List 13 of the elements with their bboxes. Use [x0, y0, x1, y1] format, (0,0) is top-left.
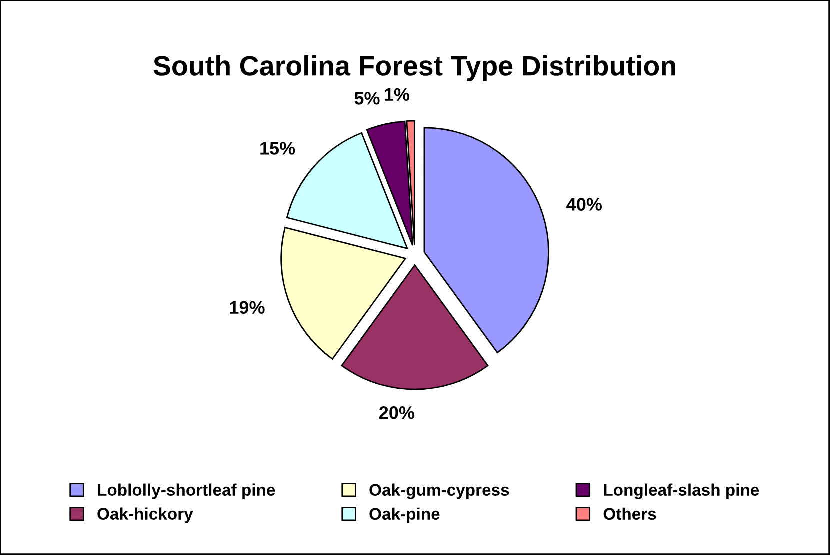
legend-label: Loblolly-shortleaf pine — [98, 484, 276, 500]
data-label: 5% — [354, 92, 380, 105]
chart-title: South Carolina Forest Type Distribution — [154, 56, 676, 82]
data-label: 20% — [379, 406, 415, 420]
data-label: 15% — [260, 142, 296, 155]
legend-label: Longleaf-slash pine — [604, 484, 760, 500]
legend-label: Oak-hickory — [98, 508, 194, 524]
legend-label: Oak-pine — [370, 508, 440, 524]
data-label: 19% — [230, 301, 265, 314]
data-label: 40% — [566, 198, 602, 211]
legend-label: Oak-gum-cypress — [370, 484, 510, 500]
data-label: 1% — [385, 88, 410, 102]
legend-label: Others — [604, 508, 656, 520]
